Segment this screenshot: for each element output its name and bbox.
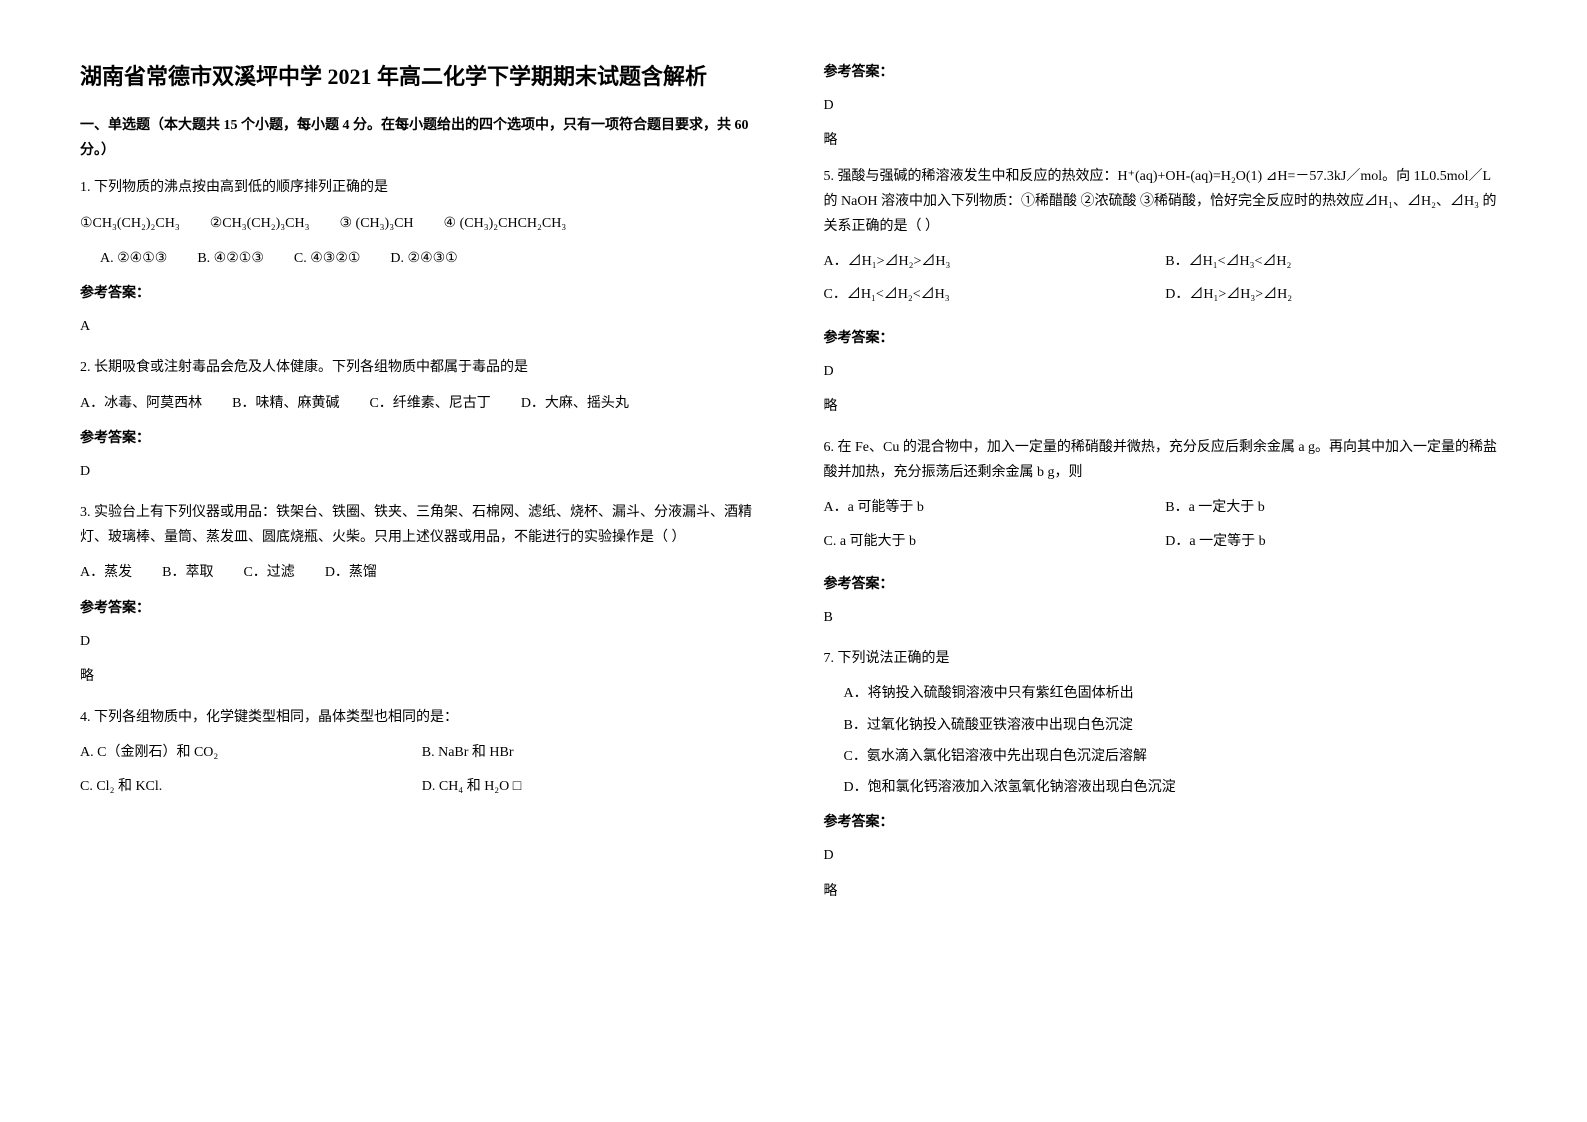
- q1-d: D. ②④③①: [390, 246, 457, 271]
- q5-omit: 略: [824, 394, 1508, 419]
- document-title: 湖南省常德市双溪坪中学 2021 年高二化学下学期期末试题含解析: [80, 60, 764, 93]
- q3-answer-label: 参考答案：: [80, 596, 764, 621]
- section-heading: 一、单选题（本大题共 15 个小题，每小题 4 分。在每小题给出的四个选项中，只…: [80, 113, 764, 163]
- q2-b: B．味精、麻黄碱: [232, 391, 339, 416]
- q1-opt1: ①CH₃(CH₂)₂CH₃: [80, 211, 180, 236]
- q7-a: A．将钠投入硫酸铜溶液中只有紫红色固体析出: [844, 681, 1508, 706]
- q6-text: 6. 在 Fe、Cu 的混合物中，加入一定量的稀硝酸并微热，充分反应后剩余金属 …: [824, 435, 1508, 485]
- left-column: 湖南省常德市双溪坪中学 2021 年高二化学下学期期末试题含解析 一、单选题（本…: [80, 60, 764, 920]
- q7-answer: D: [824, 843, 1508, 868]
- q1-opt2: ②CH₃(CH₂)₃CH₃: [210, 211, 310, 236]
- q5-answer-label: 参考答案：: [824, 326, 1508, 351]
- q1-options: A. ②④①③ B. ④②①③ C. ④③②① D. ②④③①: [80, 246, 764, 271]
- q3-b: B．萃取: [162, 560, 213, 585]
- q1-c: C. ④③②①: [294, 246, 361, 271]
- q4-omit: 略: [824, 128, 1508, 153]
- q1-opt4: ④ (CH₃)₂CHCH₂CH₃: [444, 211, 567, 236]
- q4-answer: D: [824, 93, 1508, 118]
- q1-formulas: ①CH₃(CH₂)₂CH₃ ②CH₃(CH₂)₃CH₃ ③ (CH₃)₃CH ④…: [80, 211, 764, 236]
- q4-b: B. NaBr 和 HBr: [422, 740, 764, 765]
- q6-d: D．a 一定等于 b: [1165, 529, 1507, 554]
- q2-answer-label: 参考答案：: [80, 426, 764, 451]
- q3-answer: D: [80, 629, 764, 654]
- q5-c: C．⊿H₁<⊿H₂<⊿H₃: [824, 282, 1166, 307]
- q5-text: 5. 强酸与强碱的稀溶液发生中和反应的热效应：H⁺(aq)+OH-(aq)=H₂…: [824, 164, 1508, 240]
- q2-d: D．大麻、摇头丸: [521, 391, 629, 416]
- right-column: 参考答案： D 略 5. 强酸与强碱的稀溶液发生中和反应的热效应：H⁺(aq)+…: [824, 60, 1508, 920]
- q6-b: B．a 一定大于 b: [1165, 495, 1507, 520]
- q1-a: A. ②④①③: [100, 246, 167, 271]
- q2-c: C．纤维素、尼古丁: [369, 391, 490, 416]
- q7-text: 7. 下列说法正确的是: [824, 646, 1508, 671]
- question-4: 4. 下列各组物质中，化学键类型相同，晶体类型也相同的是： A. C（金刚石）和…: [80, 705, 764, 807]
- q4-text: 4. 下列各组物质中，化学键类型相同，晶体类型也相同的是：: [80, 705, 764, 730]
- q2-answer: D: [80, 459, 764, 484]
- q2-options: A．冰毒、阿莫西林 B．味精、麻黄碱 C．纤维素、尼古丁 D．大麻、摇头丸: [80, 391, 764, 416]
- q4-answer-label: 参考答案：: [824, 60, 1508, 85]
- q3-text: 3. 实验台上有下列仪器或用品：铁架台、铁圈、铁夹、三角架、石棉网、滤纸、烧杯、…: [80, 500, 764, 550]
- q3-options: A．蒸发 B．萃取 C．过滤 D．蒸馏: [80, 560, 764, 585]
- q4-options: A. C（金刚石）和 CO₂ B. NaBr 和 HBr C. Cl₂ 和 KC…: [80, 740, 764, 806]
- question-5: 5. 强酸与强碱的稀溶液发生中和反应的热效应：H⁺(aq)+OH-(aq)=H₂…: [824, 164, 1508, 420]
- q7-omit: 略: [824, 879, 1508, 904]
- q1-opt3: ③ (CH₃)₃CH: [340, 211, 414, 236]
- q2-a: A．冰毒、阿莫西林: [80, 391, 202, 416]
- q7-options: A．将钠投入硫酸铜溶液中只有紫红色固体析出 B．过氧化钠投入硫酸亚铁溶液中出现白…: [824, 681, 1508, 800]
- question-1: 1. 下列物质的沸点按由高到低的顺序排列正确的是 ①CH₃(CH₂)₂CH₃ ②…: [80, 175, 764, 339]
- q3-d: D．蒸馏: [325, 560, 377, 585]
- q7-b: B．过氧化钠投入硫酸亚铁溶液中出现白色沉淀: [844, 713, 1508, 738]
- question-7: 7. 下列说法正确的是 A．将钠投入硫酸铜溶液中只有紫红色固体析出 B．过氧化钠…: [824, 646, 1508, 904]
- q5-a: A．⊿H₁>⊿H₂>⊿H₃: [824, 249, 1166, 274]
- q5-answer: D: [824, 359, 1508, 384]
- q3-c: C．过滤: [243, 560, 294, 585]
- q5-options: A．⊿H₁>⊿H₂>⊿H₃ B．⊿H₁<⊿H₃<⊿H₂ C．⊿H₁<⊿H₂<⊿H…: [824, 249, 1508, 315]
- q4-d: D. CH₄ 和 H₂O □: [422, 774, 764, 799]
- q5-d: D．⊿H₁>⊿H₃>⊿H₂: [1165, 282, 1507, 307]
- q3-omit: 略: [80, 664, 764, 689]
- q1-b: B. ④②①③: [197, 246, 264, 271]
- q5-b: B．⊿H₁<⊿H₃<⊿H₂: [1165, 249, 1507, 274]
- q7-answer-label: 参考答案：: [824, 810, 1508, 835]
- q7-c: C．氨水滴入氯化铝溶液中先出现白色沉淀后溶解: [844, 744, 1508, 769]
- q7-d: D．饱和氯化钙溶液加入浓氢氧化钠溶液出现白色沉淀: [844, 775, 1508, 800]
- q6-options: A．a 可能等于 b B．a 一定大于 b C. a 可能大于 b D．a 一定…: [824, 495, 1508, 561]
- q4-a: A. C（金刚石）和 CO₂: [80, 740, 422, 765]
- question-6: 6. 在 Fe、Cu 的混合物中，加入一定量的稀硝酸并微热，充分反应后剩余金属 …: [824, 435, 1508, 630]
- q6-answer: B: [824, 605, 1508, 630]
- page-container: 湖南省常德市双溪坪中学 2021 年高二化学下学期期末试题含解析 一、单选题（本…: [80, 60, 1507, 920]
- q4-c: C. Cl₂ 和 KCl.: [80, 774, 422, 799]
- q6-answer-label: 参考答案：: [824, 572, 1508, 597]
- q1-answer-label: 参考答案：: [80, 281, 764, 306]
- question-3: 3. 实验台上有下列仪器或用品：铁架台、铁圈、铁夹、三角架、石棉网、滤纸、烧杯、…: [80, 500, 764, 689]
- question-2: 2. 长期吸食或注射毒品会危及人体健康。下列各组物质中都属于毒品的是 A．冰毒、…: [80, 355, 764, 484]
- q1-text: 1. 下列物质的沸点按由高到低的顺序排列正确的是: [80, 175, 764, 200]
- q3-a: A．蒸发: [80, 560, 132, 585]
- q2-text: 2. 长期吸食或注射毒品会危及人体健康。下列各组物质中都属于毒品的是: [80, 355, 764, 380]
- q6-a: A．a 可能等于 b: [824, 495, 1166, 520]
- q1-answer: A: [80, 314, 764, 339]
- q6-c: C. a 可能大于 b: [824, 529, 1166, 554]
